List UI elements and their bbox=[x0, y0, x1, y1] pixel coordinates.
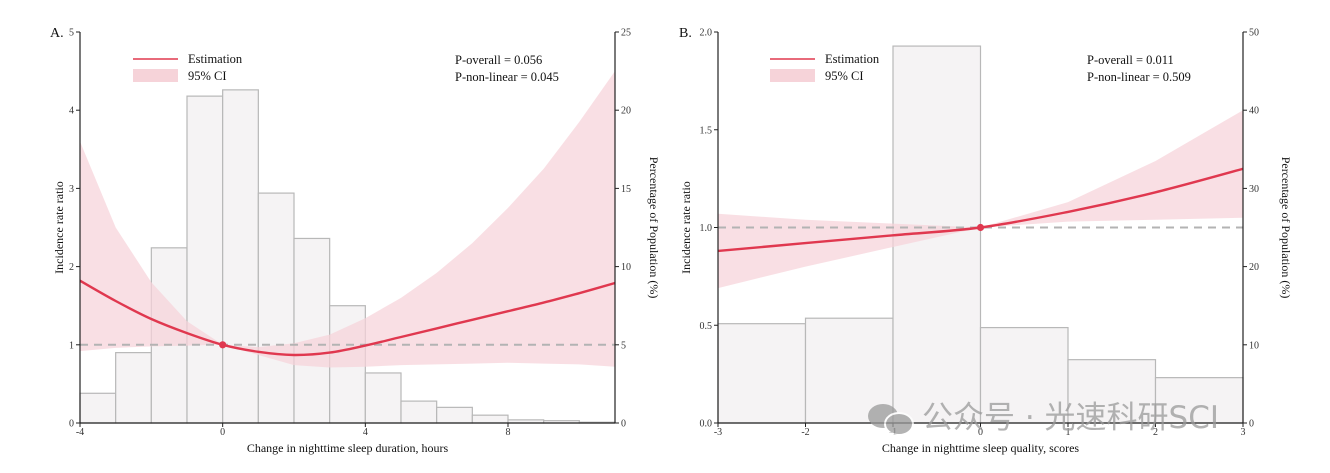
watermark: 公众号 · 光速科研SCI bbox=[868, 392, 1219, 437]
y2-tick-label: 0 bbox=[621, 419, 626, 430]
y2-tick-label: 50 bbox=[1249, 28, 1259, 39]
histogram-bar bbox=[186, 95, 224, 424]
y2-tick-label: 10 bbox=[1249, 340, 1259, 351]
histogram-bar bbox=[79, 392, 117, 424]
y-tick-label: 1.5 bbox=[700, 125, 713, 136]
histogram-bar bbox=[1154, 377, 1244, 424]
p-overall: P-overall = 0.056 bbox=[455, 53, 542, 67]
x-tick-label: -3 bbox=[714, 427, 722, 438]
p-non-linear: P-non-linear = 0.045 bbox=[455, 70, 559, 84]
x-axis-title: Change in nighttime sleep quality, score… bbox=[882, 441, 1080, 455]
y2-tick-label: 40 bbox=[1249, 106, 1259, 117]
histogram-bar bbox=[436, 406, 473, 424]
x-tick-label: 0 bbox=[220, 427, 225, 438]
panel-label: B. bbox=[679, 26, 692, 41]
y2-tick-label: 10 bbox=[621, 262, 631, 273]
x-tick-label: 3 bbox=[1241, 427, 1246, 438]
x-tick-label: 1 bbox=[1066, 427, 1071, 438]
histogram-bar bbox=[717, 323, 807, 424]
histogram-bar bbox=[115, 352, 152, 424]
ci-band bbox=[718, 110, 1243, 289]
estimate-line bbox=[80, 279, 615, 357]
watermark-text: 公众号 · 光速科研SCI bbox=[922, 400, 1220, 436]
y2-tick-label: 15 bbox=[621, 184, 631, 195]
y2-tick-label: 5 bbox=[621, 340, 626, 351]
ci-band bbox=[80, 71, 615, 368]
legend-ci-swatch bbox=[770, 69, 815, 82]
y2-tick-label: 25 bbox=[621, 28, 631, 39]
y-tick-label: 2 bbox=[69, 262, 74, 273]
y2-tick-label: 20 bbox=[621, 106, 631, 117]
x-tick-label: 8 bbox=[506, 427, 511, 438]
p-non-linear: P-non-linear = 0.509 bbox=[1087, 70, 1191, 84]
histogram-bar bbox=[979, 326, 1069, 424]
x-tick-label: -2 bbox=[801, 427, 809, 438]
reference-point bbox=[219, 341, 227, 349]
y-tick-label: 4 bbox=[69, 106, 74, 117]
y-tick-label: 1.0 bbox=[700, 223, 713, 234]
y-tick-label: 0.0 bbox=[700, 419, 713, 430]
histogram-bar bbox=[257, 192, 295, 424]
legend-ci-swatch bbox=[133, 69, 178, 82]
x-tick-label: -4 bbox=[76, 427, 84, 438]
panel-label: A. bbox=[50, 26, 64, 41]
legend-ci-label: 95% CI bbox=[188, 69, 227, 83]
y2-tick-label: 20 bbox=[1249, 262, 1259, 273]
y-tick-label: 0.5 bbox=[700, 321, 713, 332]
x-tick-label: 0 bbox=[978, 427, 983, 438]
histogram-bar bbox=[400, 400, 438, 424]
histogram-bar bbox=[364, 372, 402, 424]
y-tick-label: 2.0 bbox=[700, 28, 713, 39]
y2-tick-label: 0 bbox=[1249, 419, 1254, 430]
histogram-bar bbox=[471, 414, 509, 424]
y-tick-label: 1 bbox=[69, 340, 74, 351]
legend-ci-label: 95% CI bbox=[825, 69, 864, 83]
x-tick-label: 4 bbox=[363, 427, 368, 438]
legend-estimation-label: Estimation bbox=[188, 52, 243, 66]
y-tick-label: 3 bbox=[69, 184, 74, 195]
legend-estimation-label: Estimation bbox=[825, 52, 880, 66]
y-axis-title: Incidence rate ratio bbox=[52, 181, 66, 274]
histogram-bar bbox=[222, 89, 259, 424]
wechat-icon bbox=[868, 402, 914, 436]
y-tick-label: 0 bbox=[69, 419, 74, 430]
panel-b: -3-2-101230.00.51.01.52.001020304050Chan… bbox=[679, 26, 1293, 455]
y2-axis-title: Percentage of Population (%) bbox=[647, 157, 661, 299]
y2-tick-label: 30 bbox=[1249, 184, 1259, 195]
p-overall: P-overall = 0.011 bbox=[1087, 53, 1174, 67]
y2-axis-title: Percentage of Population (%) bbox=[1279, 157, 1293, 299]
histogram-bar bbox=[293, 237, 331, 424]
y-tick-label: 5 bbox=[69, 28, 74, 39]
y-axis-title: Incidence rate ratio bbox=[679, 181, 693, 274]
x-tick-label: 2 bbox=[1153, 427, 1158, 438]
reference-point bbox=[976, 223, 985, 232]
x-axis-title: Change in nighttime sleep duration, hour… bbox=[247, 441, 449, 455]
histogram-bar bbox=[1067, 359, 1157, 424]
